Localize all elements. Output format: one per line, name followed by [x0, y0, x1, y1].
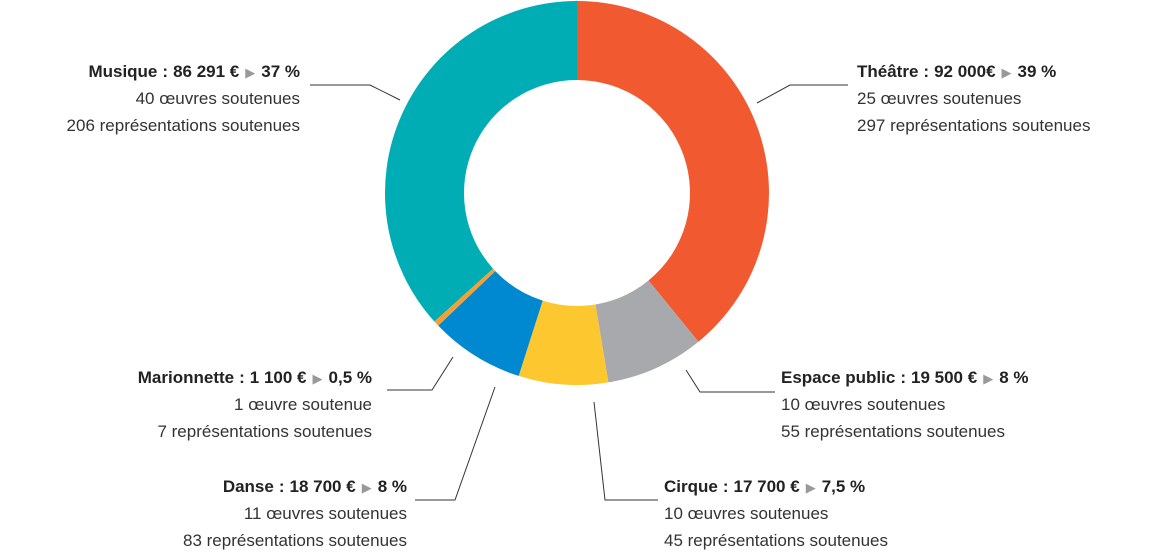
slice-label: Marionnette:1 100 € ▶ 0,5 % [138, 368, 372, 387]
amount-label: 19 500 € [911, 368, 978, 387]
works-label: 10 œuvres soutenues [781, 395, 945, 414]
performances-label: 83 représentations soutenues [183, 531, 407, 550]
leader-line [593, 401, 658, 501]
performances-label: 206 représentations soutenues [67, 116, 300, 135]
category-name: Marionnette [138, 368, 234, 387]
slice-label: Danse:18 700 € ▶ 8 % [223, 477, 407, 496]
slice-label: Cirque:17 700 € ▶ 7,5 % [664, 477, 865, 496]
works-label: 10 œuvres soutenues [664, 504, 828, 523]
marker: ▶ [313, 371, 323, 386]
separator: : [279, 477, 285, 496]
slice [434, 268, 496, 326]
works-label: 40 œuvres soutenues [136, 89, 300, 108]
amount-label: 1 100 € [250, 368, 307, 387]
slice [595, 280, 699, 383]
works-label: 11 œuvres soutenues [244, 504, 407, 523]
works-label: 25 œuvres soutenues [857, 89, 1021, 108]
slice-label: Musique:86 291 € ▶ 37 % [88, 62, 300, 81]
category-name: Musique [88, 62, 157, 81]
percentage-label: 37 % [261, 62, 300, 81]
amount-label: 18 700 € [290, 477, 357, 496]
separator: : [239, 368, 245, 387]
marker: ▶ [983, 371, 993, 386]
performances-label: 45 représentations soutenues [664, 531, 888, 550]
performances-label: 55 représentations soutenues [781, 422, 1005, 441]
slice-label: Espace public:19 500 € ▶ 8 % [781, 368, 1028, 387]
performances-label: 7 représentations soutenues [157, 422, 372, 441]
category-name: Cirque [664, 477, 718, 496]
amount-label: 86 291 € [173, 62, 240, 81]
separator: : [162, 62, 168, 81]
leader-line [310, 84, 401, 101]
leader-line [415, 386, 496, 501]
slice [438, 271, 543, 376]
separator: : [923, 62, 929, 81]
category-name: Théâtre [857, 62, 918, 81]
leader-line [387, 356, 454, 391]
marker: ▶ [362, 480, 372, 495]
performances-label: 297 représentations soutenues [857, 116, 1090, 135]
marker: ▶ [245, 65, 255, 80]
leader-line [685, 369, 775, 393]
works-label: 1 œuvre soutenue [234, 395, 372, 414]
slice-label: Théâtre:92 000€ ▶ 39 % [857, 62, 1056, 81]
marker: ▶ [1002, 65, 1012, 80]
slice [384, 1, 577, 322]
percentage-label: 39 % [1018, 62, 1057, 81]
slice [577, 1, 769, 342]
separator: : [900, 368, 906, 387]
amount-label: 17 700 € [734, 477, 801, 496]
leader-line [756, 84, 848, 104]
marker: ▶ [806, 480, 816, 495]
slice [518, 300, 609, 385]
percentage-label: 0,5 % [329, 368, 372, 387]
category-name: Espace public [781, 368, 895, 387]
percentage-label: 7,5 % [822, 477, 865, 496]
percentage-label: 8 % [378, 477, 407, 496]
amount-label: 92 000€ [934, 62, 996, 81]
percentage-label: 8 % [999, 368, 1028, 387]
category-name: Danse [223, 477, 274, 496]
separator: : [723, 477, 729, 496]
